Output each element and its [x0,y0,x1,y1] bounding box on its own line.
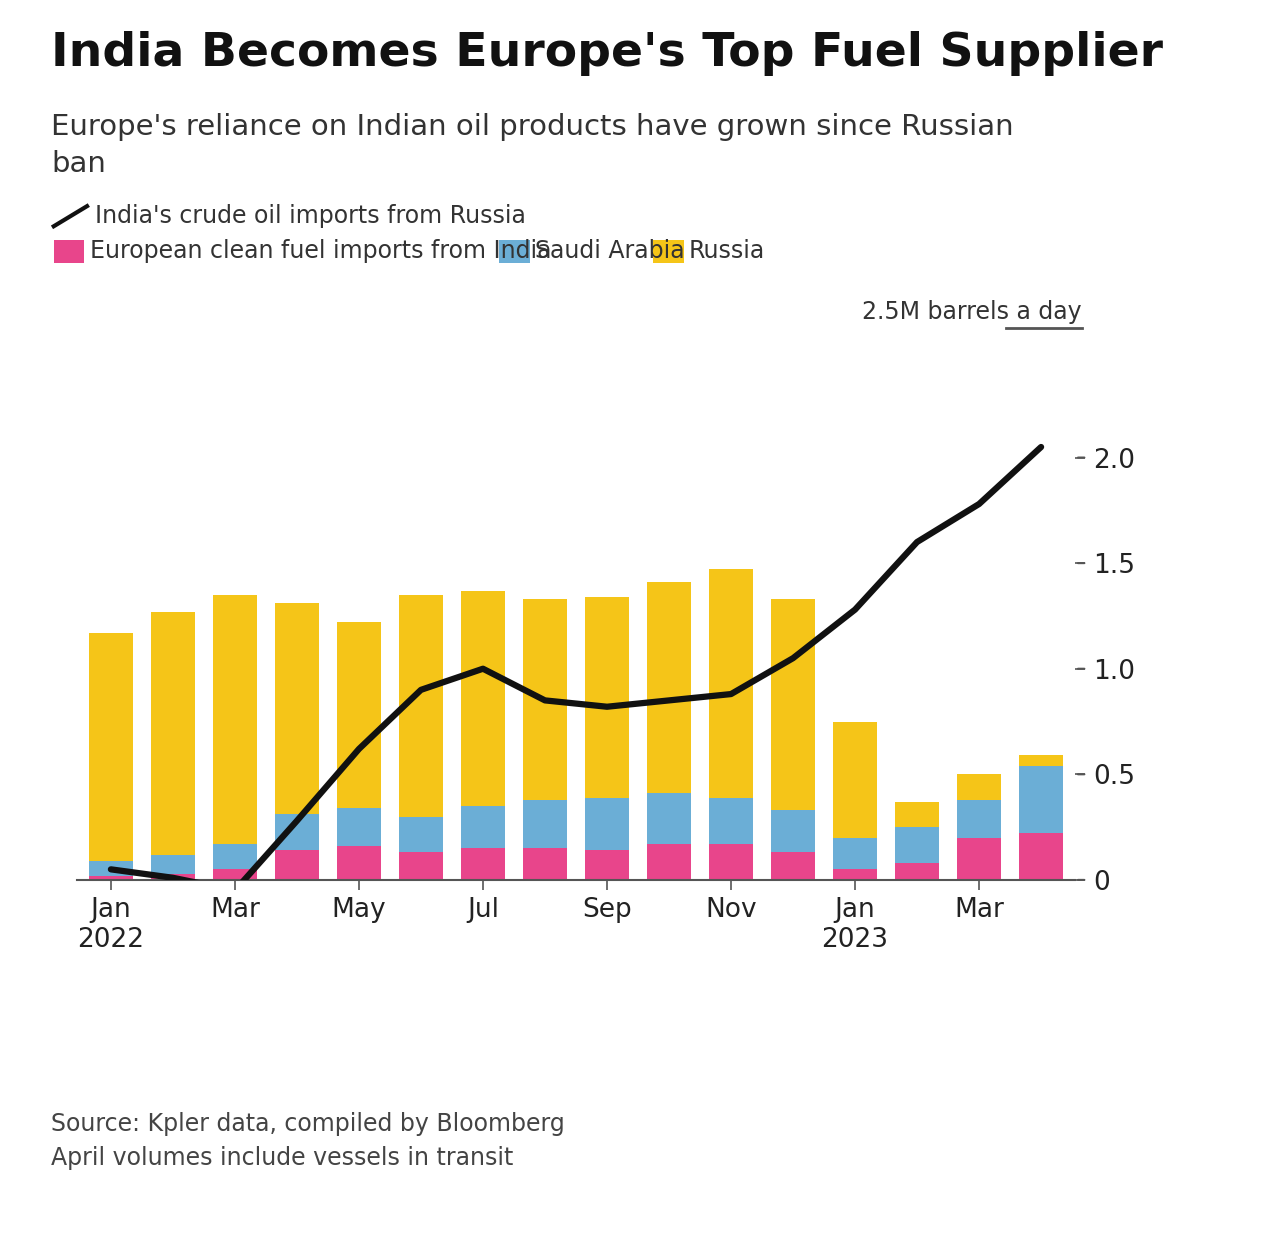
Bar [956,799,1001,837]
Bar [709,569,754,797]
Bar [337,846,381,880]
Bar [895,864,940,880]
Bar [275,603,319,815]
Bar [522,600,567,799]
Text: European clean fuel imports from India: European clean fuel imports from India [90,239,552,264]
Bar [1019,833,1064,880]
Text: Source: Kpler data, compiled by Bloomberg
April volumes include vessels in trans: Source: Kpler data, compiled by Bloomber… [51,1112,564,1170]
Bar [895,827,940,864]
Bar [398,595,443,817]
Bar [398,852,443,880]
Bar [771,852,815,880]
Bar [522,799,567,848]
Bar [895,802,940,827]
Bar [1019,755,1064,766]
Bar [88,861,133,876]
Bar [646,843,691,880]
Bar [646,793,691,843]
Bar [585,597,630,797]
Bar [709,797,754,843]
Bar [709,843,754,880]
Bar [151,855,196,874]
Bar [585,850,630,880]
Bar [646,582,691,793]
Bar [956,837,1001,880]
Bar [151,612,196,855]
Bar [275,850,319,880]
Bar [88,632,133,861]
Bar [212,870,257,880]
Bar [833,837,877,870]
Bar [398,817,443,852]
Bar [275,815,319,850]
Bar [212,843,257,870]
Bar [212,595,257,843]
Text: India's crude oil imports from Russia: India's crude oil imports from Russia [95,204,526,229]
Bar [461,806,506,848]
Bar [833,722,877,837]
Text: 2.5M barrels a day: 2.5M barrels a day [861,300,1082,324]
Bar [833,870,877,880]
Bar [337,808,381,846]
Text: Russia: Russia [689,239,765,264]
Bar [522,848,567,880]
Text: India Becomes Europe's Top Fuel Supplier: India Becomes Europe's Top Fuel Supplier [51,31,1164,77]
Bar [151,874,196,880]
Bar [88,876,133,880]
Bar [585,797,630,850]
Bar [771,600,815,811]
Bar [337,622,381,808]
Bar [771,811,815,852]
Text: Saudi Arabia: Saudi Arabia [535,239,685,264]
Bar [461,591,506,806]
Text: Europe's reliance on Indian oil products have grown since Russian
ban: Europe's reliance on Indian oil products… [51,113,1014,178]
Bar [461,848,506,880]
Bar [956,774,1001,799]
Bar [1019,766,1064,833]
